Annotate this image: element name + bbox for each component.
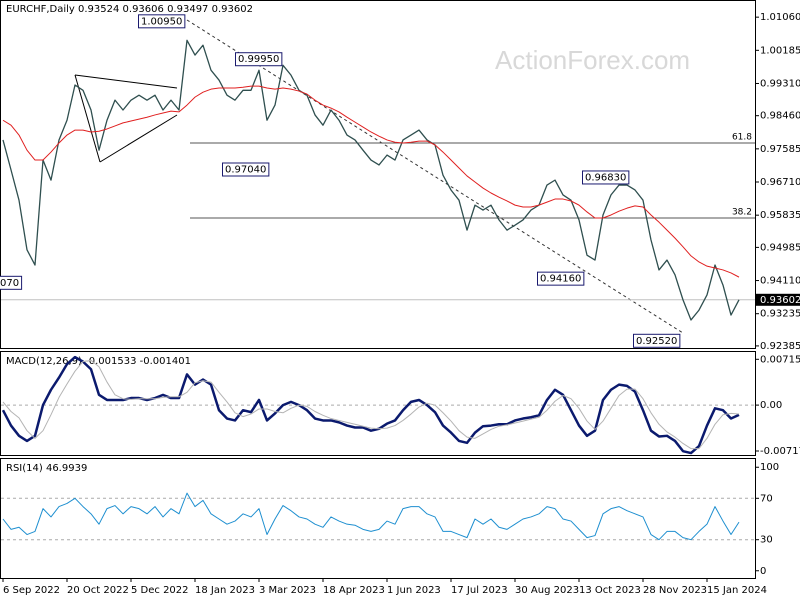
x-tick-label: 1 Jun 2023: [387, 585, 441, 596]
series-line: [2, 359, 740, 450]
x-tick-label: 28 Nov 2023: [643, 585, 707, 596]
y-tick-label: 0.97585: [760, 144, 800, 155]
y-tick-label: 0.98460: [760, 111, 800, 122]
annotation-box: [633, 333, 681, 348]
triangle-line: [74, 74, 101, 163]
y-tick-label: 1.01060: [760, 12, 800, 23]
x-tick-label: 20 Oct 2022: [67, 585, 129, 596]
y-tick-label: 30: [760, 535, 773, 546]
price-annotation: 1.00950: [141, 16, 182, 27]
macd-title: MACD(12,26,9) -0.001533 -0.001401: [6, 356, 191, 367]
annotation-box: [537, 271, 585, 286]
series-line: [2, 39, 740, 321]
y-tick-label: 0.00: [760, 400, 782, 411]
annotation-box: [222, 162, 270, 177]
x-tick-label: 6 Sep 2022: [3, 585, 60, 596]
trend-line: [186, 19, 684, 334]
y-tick-label: -0.007173: [760, 446, 800, 457]
x-tick-label: 30 Aug 2023: [515, 585, 579, 596]
x-tick-label: 3 Mar 2023: [259, 585, 316, 596]
watermark: ActionForex.com: [495, 45, 690, 75]
triangle-line: [99, 114, 178, 163]
last-price-label: 0.93602: [760, 295, 800, 306]
y-tick-label: 0.99310: [760, 78, 800, 89]
y-tick-label: 1.00185: [760, 45, 800, 56]
price-annotation: 0.94160: [540, 274, 581, 285]
x-tick-label: 15 Jan 2024: [707, 585, 767, 596]
triangle-line: [74, 74, 178, 89]
annotation-box: [582, 170, 630, 185]
y-tick-label: 0.94110: [760, 276, 800, 287]
series-line: [2, 492, 740, 541]
annotation-box: [235, 52, 283, 67]
price-panel-frame: [0, 0, 756, 349]
y-tick-label: 70: [760, 493, 773, 504]
y-tick-label: 0: [760, 566, 766, 577]
annotation-box: [0, 275, 23, 290]
rsi-panel-frame: [0, 458, 756, 579]
price-annotation: 0.96830: [585, 172, 626, 183]
y-tick-label: 0.94985: [760, 242, 800, 253]
x-tick-label: 17 Jul 2023: [451, 585, 508, 596]
x-tick-label: 13 Oct 2023: [579, 585, 641, 596]
last-price-box: [756, 293, 800, 306]
y-tick-label: 0.96710: [760, 177, 800, 188]
chart-title: EURCHF,Daily 0.93524 0.93606 0.93497 0.9…: [6, 4, 253, 15]
y-tick-label: 0.95835: [760, 210, 800, 221]
x-tick-label: 5 Dec 2022: [131, 585, 189, 596]
rsi-title: RSI(14) 46.9939: [6, 463, 87, 474]
price-annotation: 0.99950: [238, 54, 279, 65]
y-tick-label: 0.007159: [760, 354, 800, 365]
x-tick-label: 18 Jan 2023: [195, 585, 255, 596]
y-tick-label: 0.93235: [760, 309, 800, 320]
price-annotation: 0.92520: [636, 336, 677, 347]
fib-label: 61.8: [732, 132, 752, 142]
series-line: [2, 85, 740, 278]
price-annotation: 0.97040: [225, 165, 266, 176]
y-tick-label: 100: [760, 462, 779, 473]
annotation-box: [138, 14, 186, 29]
y-tick-label: 0.92385: [760, 341, 800, 352]
x-tick-label: 18 Apr 2023: [323, 585, 385, 596]
macd-panel-frame: [0, 351, 756, 456]
price-annotation: 070: [0, 278, 19, 289]
fib-label: 38.2: [732, 208, 752, 218]
